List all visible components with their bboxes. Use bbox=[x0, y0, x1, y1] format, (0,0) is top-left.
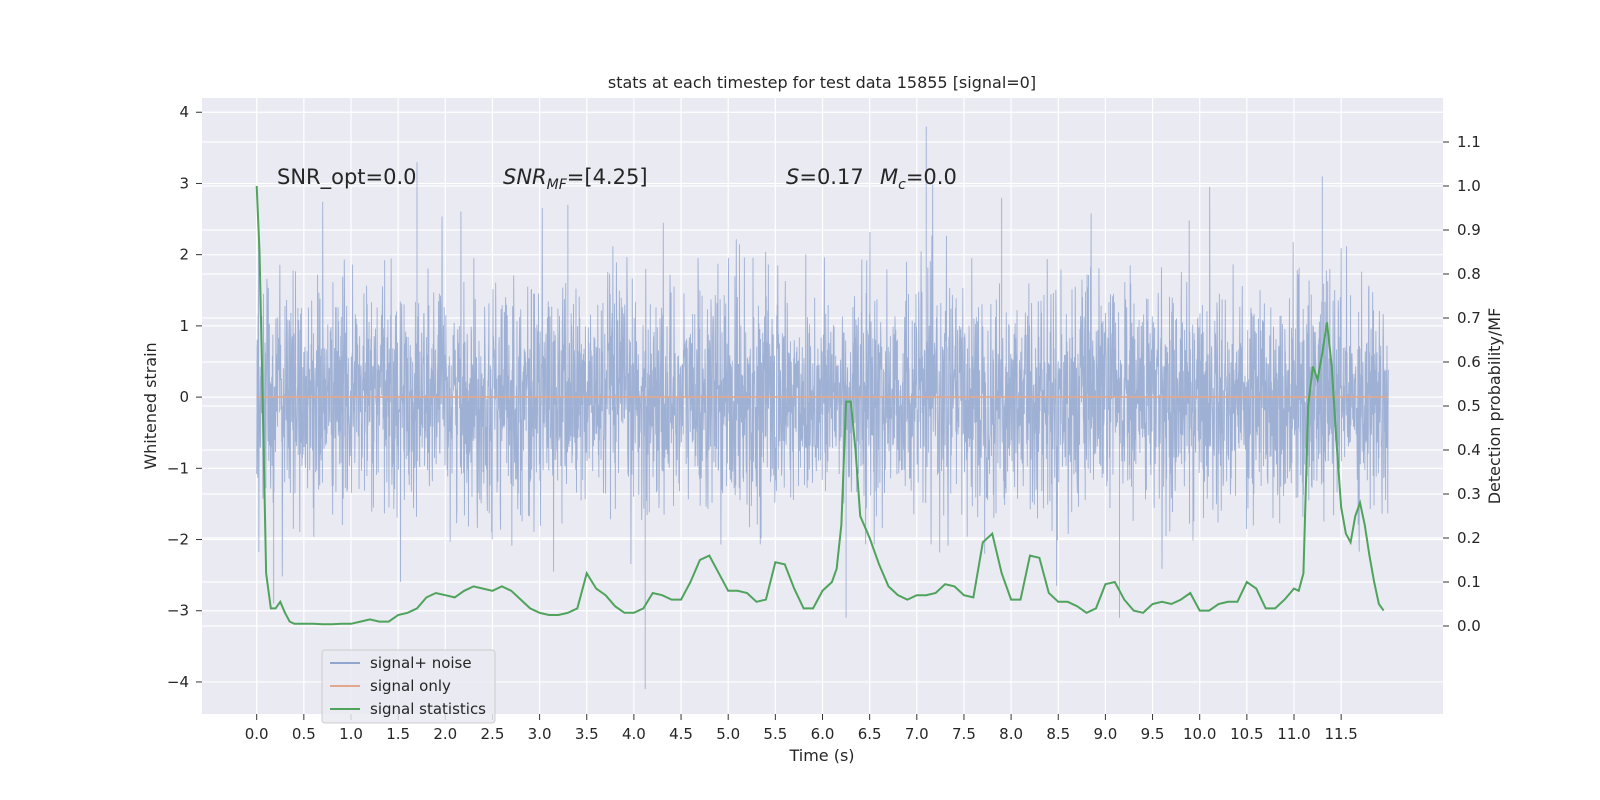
x-tick-label: 5.0 bbox=[716, 725, 740, 743]
x-tick-label: 1.5 bbox=[386, 725, 410, 743]
y2-tick-label: 0.6 bbox=[1457, 353, 1481, 371]
x-tick-label: 3.0 bbox=[528, 725, 552, 743]
s-annotation: S=0.17 bbox=[786, 165, 864, 189]
legend-label-noise: signal+ noise bbox=[370, 654, 472, 672]
x-tick-label: 7.5 bbox=[952, 725, 976, 743]
x-tick-label: 9.0 bbox=[1093, 725, 1117, 743]
axes: 0.0 0.5 1.0 1.5 2.0 2.5 3.0 3.5 4.0 4.5 5.0 5.5 6.0 6… bbox=[167, 103, 1481, 743]
y-tick-label: −3 bbox=[167, 602, 189, 620]
legend-label-signal: signal only bbox=[370, 677, 451, 695]
x-tick-label: 9.5 bbox=[1141, 725, 1165, 743]
y2-tick-label: 0.5 bbox=[1457, 397, 1481, 415]
legend: signal+ noise signal only signal statist… bbox=[321, 649, 496, 724]
snr-mf-sub: MF bbox=[547, 177, 568, 193]
y-tick-label: 1 bbox=[179, 317, 189, 335]
y-tick-label: 4 bbox=[179, 103, 189, 121]
x-tick-label: 7.0 bbox=[905, 725, 929, 743]
x-tick-label: 2.0 bbox=[433, 725, 457, 743]
x-tick-label: 6.0 bbox=[811, 725, 835, 743]
x-tick-label: 3.5 bbox=[575, 725, 599, 743]
x-tick-label: 5.5 bbox=[763, 725, 787, 743]
s-main: S bbox=[786, 165, 799, 189]
y-tick-label: −1 bbox=[167, 459, 189, 477]
snr-mf-main: SNR bbox=[503, 165, 547, 189]
mc-value: =0.0 bbox=[906, 165, 957, 189]
x-tick-label: 11.0 bbox=[1277, 725, 1310, 743]
x-tick-label: 4.5 bbox=[669, 725, 693, 743]
x-tick-label: 4.0 bbox=[622, 725, 646, 743]
snr-opt-annotation: SNR_opt=0.0 bbox=[277, 165, 417, 190]
snr-mf-annotation: SNRMF=[4.25] bbox=[503, 165, 648, 193]
legend-label-statistics: signal statistics bbox=[370, 700, 486, 718]
y-tick-label: 3 bbox=[179, 174, 189, 192]
x-tick-label: 10.0 bbox=[1183, 725, 1216, 743]
x-tick-label: 8.0 bbox=[999, 725, 1023, 743]
y2-tick-label: 0.1 bbox=[1457, 573, 1481, 591]
y2-tick-label: 0.4 bbox=[1457, 441, 1481, 459]
legend-box bbox=[321, 649, 496, 724]
y2-tick-label: 0.0 bbox=[1457, 617, 1481, 635]
y-tick-label: −2 bbox=[167, 531, 189, 549]
y2-axis-label: Detection probability/MF bbox=[1485, 308, 1504, 505]
x-axis-label: Time (s) bbox=[788, 746, 854, 765]
chart-title: stats at each timestep for test data 158… bbox=[608, 73, 1036, 92]
y2-tick-label: 1.0 bbox=[1457, 177, 1481, 195]
y-tick-label: 0 bbox=[179, 388, 189, 406]
snr-mf-value: =[4.25] bbox=[567, 165, 648, 189]
mc-sub: c bbox=[898, 177, 906, 193]
x-tick-label: 0.5 bbox=[292, 725, 316, 743]
y-tick-label: −4 bbox=[167, 673, 189, 691]
x-tick-label: 8.5 bbox=[1046, 725, 1070, 743]
series-signal-noise bbox=[256, 126, 1389, 690]
series-signal-statistics bbox=[255, 185, 1385, 626]
line-series bbox=[255, 185, 1389, 626]
mc-main: M bbox=[880, 165, 898, 189]
y2-tick-label: 0.9 bbox=[1457, 221, 1481, 239]
s-value: =0.17 bbox=[799, 165, 863, 189]
noise-series bbox=[256, 126, 1389, 690]
y2-tick-label: 0.8 bbox=[1457, 265, 1481, 283]
y2-tick-label: 1.1 bbox=[1457, 133, 1481, 151]
y-axis-label: Whitened strain bbox=[141, 342, 160, 469]
x-tick-label: 1.0 bbox=[339, 725, 363, 743]
y-tick-label: 2 bbox=[179, 246, 189, 264]
x-tick-label: 2.5 bbox=[481, 725, 505, 743]
x-tick-label: 0.0 bbox=[245, 725, 269, 743]
mc-annotation: Mc=0.0 bbox=[880, 165, 957, 193]
x-tick-label: 11.5 bbox=[1324, 725, 1357, 743]
x-tick-label: 10.5 bbox=[1230, 725, 1263, 743]
y2-tick-label: 0.7 bbox=[1457, 309, 1481, 327]
y2-tick-label: 0.3 bbox=[1457, 485, 1481, 503]
y2-tick-label: 0.2 bbox=[1457, 529, 1481, 547]
x-tick-label: 6.5 bbox=[858, 725, 882, 743]
